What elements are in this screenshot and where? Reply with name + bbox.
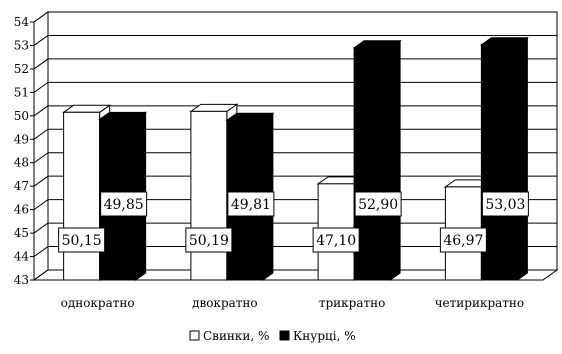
bar: [190, 110, 228, 281]
data-label: 49,85: [104, 197, 144, 213]
gridline-side: [33, 81, 49, 93]
y-tick-label: 50: [14, 109, 29, 123]
data-label: 52,90: [358, 197, 398, 213]
y-tick-label: 43: [14, 273, 29, 287]
bar: [63, 111, 101, 281]
data-labels: 50,15 49,85 50,19 49,81 47,10 52,90 46,97 53,03: [58, 191, 529, 253]
bar-side: [516, 36, 528, 281]
x-tick-label: однократно: [61, 296, 135, 310]
data-label: 50,15: [62, 233, 102, 249]
data-label: 50,19: [189, 233, 229, 249]
data-label-box: [58, 227, 106, 253]
y-tick-label: 44: [14, 250, 30, 264]
bar: [353, 47, 391, 281]
gridline-side: [33, 246, 49, 257]
data-label-box: [185, 227, 233, 253]
y-tick-label: 54: [14, 15, 30, 29]
y-tick-label: 53: [14, 38, 29, 52]
y-tick-label: 49: [14, 132, 29, 146]
y-tick-label: 51: [14, 85, 29, 99]
x-axis-ticks: однократно двократно трикратно четирикратно: [61, 296, 525, 310]
data-label-box: [312, 227, 360, 253]
y-tick-label: 48: [14, 156, 29, 170]
x-tick-label: четирикратно: [435, 296, 525, 310]
bar: [480, 44, 518, 281]
gridline-side: [33, 199, 49, 211]
legend-label: Кнурці, %: [293, 329, 356, 343]
legend: Свинки, % Кнурці, %: [189, 329, 356, 343]
gridline-side: [33, 175, 49, 187]
data-label-box: [100, 191, 148, 217]
x-tick-label: трикратно: [319, 296, 386, 310]
gridline-side: [33, 128, 49, 140]
gridline-side: [33, 152, 49, 164]
data-label-box: [481, 191, 529, 217]
y-tick-label: 47: [14, 179, 29, 193]
data-label: 47,10: [316, 233, 356, 249]
side-wall: [33, 11, 49, 281]
y-axis-ticks: 43 44 45 46 47 48 49 50 51 52 53 54: [14, 15, 35, 287]
data-label: 53,03: [485, 197, 525, 213]
legend-swatch: [279, 330, 290, 341]
data-label: 49,81: [231, 197, 271, 213]
gridline-side: [33, 35, 49, 46]
gridline-side: [33, 58, 49, 70]
y-tick-label: 46: [14, 203, 29, 217]
data-label-box: [439, 227, 487, 253]
gridline-side: [33, 105, 49, 117]
legend-swatch: [189, 330, 200, 341]
y-tick-label: 52: [14, 62, 29, 76]
y-tick-label: 45: [14, 226, 29, 240]
gridline-side: [33, 11, 49, 23]
data-label-box: [227, 191, 275, 217]
data-label-box: [354, 191, 402, 217]
gridline-side: [33, 222, 49, 234]
bar-side: [389, 39, 401, 281]
legend-label: Свинки, %: [203, 329, 269, 343]
x-tick-label: двократно: [192, 296, 258, 310]
data-label: 46,97: [443, 233, 483, 249]
gridline-side: [33, 269, 49, 281]
